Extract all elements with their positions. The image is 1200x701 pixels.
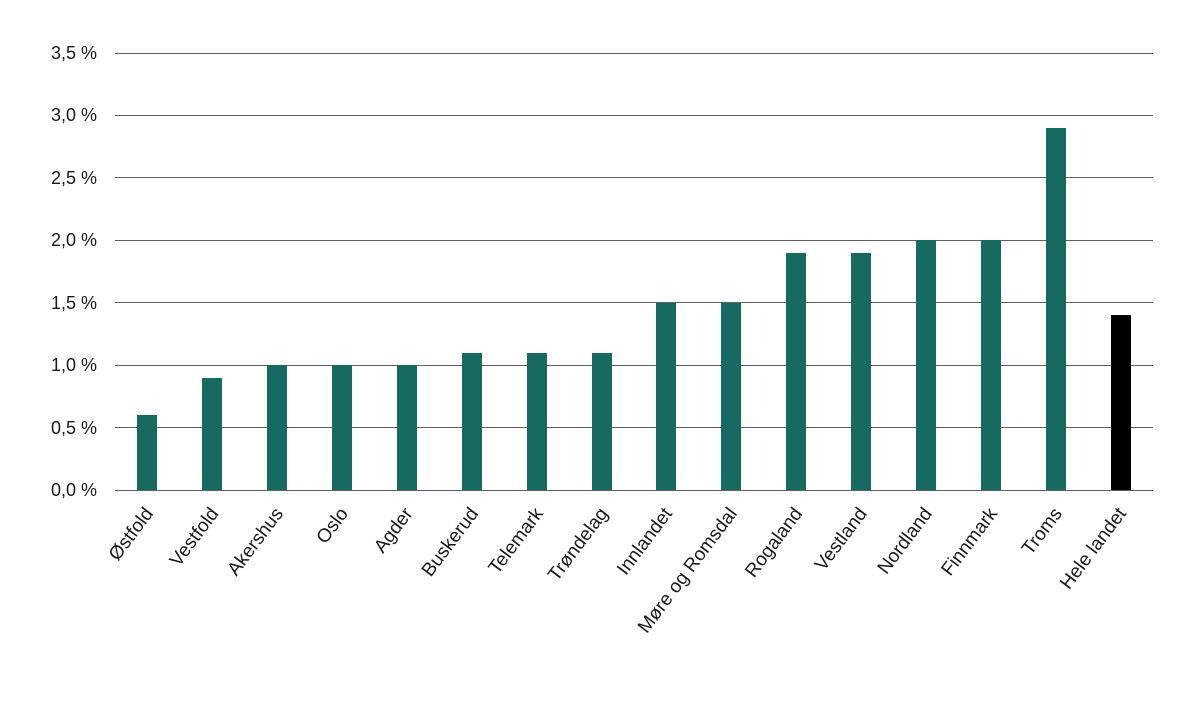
x-axis-label: Vestland <box>811 504 872 575</box>
gridline <box>115 489 1153 491</box>
bar <box>851 252 872 490</box>
gridline <box>115 114 1153 116</box>
y-axis-tick-label: 3,0 % <box>50 105 97 126</box>
gridline <box>115 52 1153 54</box>
x-axis-label: Oslo <box>312 504 353 548</box>
bar <box>202 377 223 490</box>
y-axis-tick-label: 2,5 % <box>50 167 97 188</box>
y-axis-tick-label: 1,0 % <box>50 355 97 376</box>
y-axis-tick-label: 0,5 % <box>50 417 97 438</box>
x-axis-label: Rogaland <box>741 504 807 582</box>
gridline <box>115 427 1153 429</box>
gridline <box>115 364 1153 366</box>
bar <box>915 240 936 490</box>
bar <box>980 240 1001 490</box>
bar <box>1045 127 1066 490</box>
x-axis-label: Finnmark <box>937 504 1002 580</box>
x-axis-label: Hele landet <box>1056 504 1132 594</box>
x-axis-label: Innlandet <box>613 504 678 580</box>
bar <box>332 365 353 490</box>
y-axis-tick-label: 0,0 % <box>50 480 97 500</box>
gridline <box>115 239 1153 241</box>
bar <box>396 365 417 490</box>
x-axis-label: Vestfold <box>165 504 224 571</box>
x-axis-label: Buskerud <box>417 504 483 581</box>
gridline <box>115 177 1153 179</box>
y-axis-tick-label: 1,5 % <box>50 292 97 313</box>
bar <box>721 302 742 490</box>
y-axis-tick-label: 2,0 % <box>50 230 97 251</box>
x-axis-label: Østfold <box>105 504 159 565</box>
gridline <box>115 302 1153 304</box>
x-axis-label: Troms <box>1017 504 1067 560</box>
y-axis-tick-label: 3,5 % <box>50 43 97 63</box>
bar <box>267 365 288 490</box>
x-axis-label: Akershus <box>223 504 288 580</box>
x-axis-label: Agder <box>370 504 418 558</box>
bar <box>137 415 158 490</box>
bar <box>461 352 482 490</box>
x-axis-label: Trøndelag <box>543 504 613 586</box>
bar <box>656 302 677 490</box>
x-axis-label: Telemark <box>484 504 548 579</box>
bar <box>786 252 807 490</box>
x-axis-label: Nordland <box>873 504 937 579</box>
bar <box>1110 315 1131 490</box>
bar <box>526 352 547 490</box>
bar <box>591 352 612 490</box>
